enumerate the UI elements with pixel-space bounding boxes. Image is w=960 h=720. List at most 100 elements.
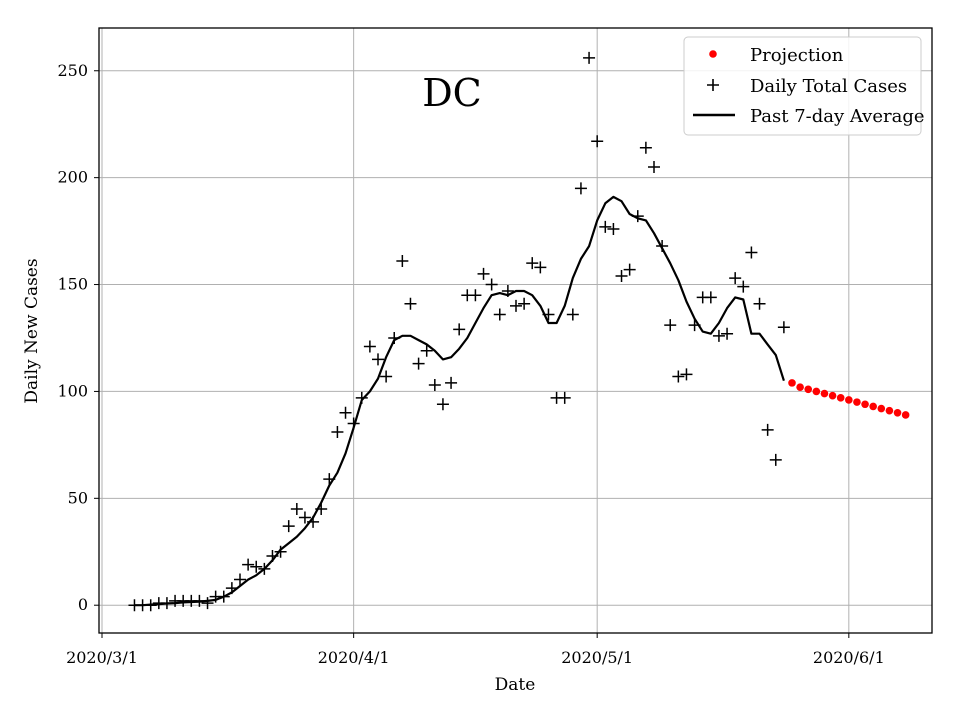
daily-case-point	[420, 344, 433, 357]
daily-case-point	[656, 240, 669, 253]
daily-case-point	[704, 291, 717, 304]
y-tick-label: 200	[57, 168, 88, 187]
projection-point	[885, 406, 894, 415]
daily-case-point	[339, 406, 352, 419]
daily-case-point	[242, 558, 255, 571]
daily-case-point	[144, 599, 157, 612]
daily-case-point	[315, 503, 328, 516]
projection-point	[845, 396, 853, 404]
projection-point	[820, 389, 829, 398]
daily-case-point	[307, 515, 320, 528]
daily-case-point	[331, 426, 344, 439]
daily-case-point	[436, 398, 449, 411]
y-tick-label: 100	[57, 381, 88, 400]
x-tick-label: 2020/5/1	[561, 648, 633, 667]
projection-point	[788, 379, 796, 387]
daily-case-point	[445, 376, 458, 389]
daily-case-point	[664, 319, 677, 332]
daily-case-point	[258, 562, 271, 575]
daily-case-point	[680, 368, 693, 381]
daily-case-point	[721, 327, 734, 340]
y-tick-label: 250	[57, 61, 88, 80]
daily-case-point	[290, 503, 303, 516]
projection-point	[804, 385, 813, 394]
daily-case-point	[607, 222, 620, 235]
y-tick-label: 50	[68, 488, 88, 507]
daily-case-point	[542, 308, 555, 321]
daily-case-point	[534, 261, 547, 274]
daily-case-point	[591, 135, 604, 148]
daily-case-point	[363, 340, 376, 353]
daily-case-point	[485, 278, 498, 291]
daily-case-point	[193, 594, 206, 607]
daily-case-point	[558, 391, 571, 404]
daily-case-point	[648, 160, 660, 173]
daily-case-point	[526, 257, 539, 270]
daily-case-point	[599, 220, 612, 233]
daily-case-point	[298, 511, 311, 524]
daily-case-point	[225, 582, 238, 595]
projection-point	[861, 400, 869, 409]
y-axis-title: Daily New Cases	[22, 258, 42, 403]
daily-case-point	[510, 299, 522, 312]
daily-case-point	[631, 210, 644, 223]
daily-case-point	[769, 453, 782, 466]
daily-case-point	[639, 141, 652, 154]
daily-case-point	[282, 520, 295, 533]
daily-case-point	[355, 391, 368, 404]
projection-point	[836, 394, 845, 402]
daily-case-point	[574, 182, 587, 195]
projection-point	[812, 387, 821, 396]
daily-case-point	[672, 370, 685, 383]
y-tick-label: 150	[57, 275, 88, 294]
daily-case-point	[493, 308, 506, 321]
projection-point	[893, 409, 902, 417]
legend-daily-marker	[707, 79, 719, 91]
daily-case-point	[469, 289, 482, 302]
projection-point	[853, 398, 861, 406]
daily-case-point	[761, 423, 774, 436]
x-tick-label: 2020/3/1	[66, 648, 138, 667]
daily-case-point	[347, 417, 360, 430]
projection-point	[877, 404, 886, 413]
daily-case-point	[323, 473, 336, 486]
projection-point	[869, 402, 877, 411]
daily-case-point	[737, 280, 750, 293]
legend-label-daily: Daily Total Cases	[750, 76, 907, 97]
daily-case-point	[388, 331, 401, 344]
daily-case-point	[396, 255, 409, 268]
grid-lines	[99, 28, 932, 633]
daily-case-point	[753, 297, 766, 310]
daily-case-point	[712, 329, 725, 342]
daily-case-point	[274, 545, 287, 558]
daily-case-point	[615, 269, 628, 282]
daily-case-point	[380, 370, 393, 383]
daily-case-point	[501, 284, 514, 297]
axis-ticks: 0 50 100 150 200 250 2020/3/1 2020/4/1 2020/5/1 2…	[57, 61, 884, 667]
daily-case-point	[453, 323, 466, 336]
daily-case-point	[583, 51, 596, 64]
daily-case-point	[372, 353, 384, 366]
legend-label-average: Past 7-day Average	[750, 106, 925, 127]
daily-case-point	[404, 297, 417, 310]
legend: Projection Daily Total Cases Past 7-day …	[683, 36, 925, 136]
projection-point	[828, 391, 837, 400]
chart-annotation: DC	[422, 71, 482, 115]
daily-case-point	[688, 319, 701, 332]
x-axis-title: Date	[495, 675, 536, 695]
daily-case-point	[428, 379, 441, 392]
daily-case-point	[518, 297, 531, 310]
daily-case-point	[234, 573, 246, 586]
legend-label-projection: Projection	[750, 45, 844, 66]
series-average-line	[134, 195, 785, 607]
daily-case-point	[412, 357, 425, 370]
projection-point	[796, 383, 804, 391]
plot-series	[128, 51, 910, 612]
y-tick-label: 0	[78, 595, 88, 614]
daily-case-point	[745, 246, 758, 259]
daily-case-point	[266, 550, 279, 563]
daily-case-point	[217, 590, 230, 603]
daily-case-point	[777, 321, 790, 334]
daily-case-point	[477, 267, 490, 280]
